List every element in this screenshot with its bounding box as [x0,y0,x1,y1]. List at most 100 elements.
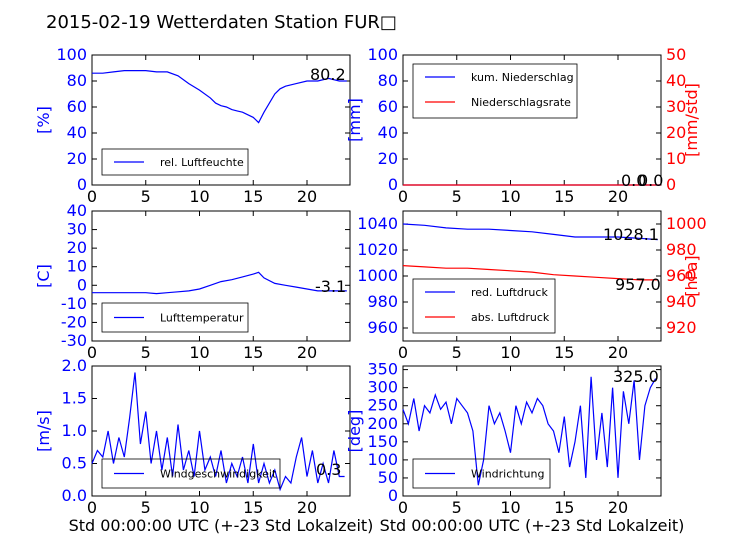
y2-tick-label: 1000 [666,214,707,233]
legend-entry: kum. Niederschlag [471,71,574,84]
x-tick-label: 0 [398,187,408,206]
y-axis-label: [m/s] [34,410,53,452]
y-tick-label: 0.5 [62,454,87,473]
y-axis-label: [deg] [345,410,364,453]
legend-box [412,278,556,334]
y-axis-label: [C] [34,264,53,288]
y-tick-label: 300 [367,378,398,397]
x-tick-label: 15 [243,498,263,517]
y-tick-label: 0 [388,175,398,194]
current-value-label: 1028.1 [603,225,659,244]
x-tick-label: 5 [141,343,151,362]
x-tick-label: 0 [398,343,408,362]
y-tick-label: 60 [67,97,87,116]
y-tick-label: 10 [67,257,87,276]
y-tick-label: 40 [378,123,398,142]
y2-tick-label: 30 [666,97,686,116]
plot-frame [91,54,351,186]
y-tick-label: 60 [378,97,398,116]
x-tick-label: 0 [87,343,97,362]
y-tick-label: 980 [367,292,398,311]
y2-axis-label: [mm/std] [682,83,701,157]
x-tick-label: 0 [87,498,97,517]
legend-entry: rel. Luftfeuchte [160,156,244,169]
y-tick-label: 150 [367,432,398,451]
y-tick-label: 40 [67,201,87,220]
y2-tick-label: 40 [666,71,686,90]
x-tick-label: 10 [500,343,520,362]
series-line-1 [402,223,658,241]
legend-entry: red. Luftdruck [471,286,548,299]
legend-box [101,148,249,176]
y-tick-label: 100 [56,45,87,64]
legend-box [101,302,249,333]
current-value-label: 0.0 [621,171,646,190]
y-tick-label: 0.0 [62,486,87,505]
x-tick-label: 5 [452,187,462,206]
x-tick-label: 20 [297,187,317,206]
y-tick-label: 0 [77,275,87,294]
x-tick-label: 5 [452,498,462,517]
x-tick-label: 5 [452,343,462,362]
y-tick-label: -10 [61,294,87,313]
legend-entry: Lufttemperatur [160,312,244,325]
current-value-label: 0.3 [316,460,341,479]
y-tick-label: 2.0 [62,356,87,375]
legend-entry: Windgeschwindigkeit [160,468,277,481]
y-tick-label: 1.0 [62,421,87,440]
x-tick-label: 10 [189,498,209,517]
chart-temperature: 0 5 10 15 20-30-20-10010203040[C]Lufttempera… [34,201,351,362]
y-tick-label: 1.5 [62,389,87,408]
y-axis-label: [%] [34,106,53,134]
y-axis-label: [mm] [345,98,364,142]
x-tick-label: 15 [554,343,574,362]
y-tick-label: 960 [367,318,398,337]
x-tick-label: 20 [297,343,317,362]
y-tick-label: 200 [367,414,398,433]
y-tick-label: 0 [77,175,87,194]
y-tick-label: -20 [61,312,87,331]
y-tick-label: 250 [367,396,398,415]
y-tick-label: 1020 [357,240,398,259]
x-tick-label: 15 [554,498,574,517]
legend-entry: Windrichtung [471,468,544,481]
y-tick-label: 0 [388,486,398,505]
plot-frame [402,210,662,342]
x-tick-label: 20 [608,343,628,362]
y-tick-label: 100 [367,45,398,64]
y2-axis-label: [hPa] [682,255,701,296]
y-tick-label: 20 [378,149,398,168]
y2-tick-label: 960 [666,266,697,285]
current-value-label: -3.1 [315,277,346,296]
series-line-1 [91,372,345,492]
x-tick-label: 15 [243,187,263,206]
plot-frame [91,210,351,342]
y2-tick-label: 50 [666,45,686,64]
y2-tick-label: 940 [666,292,697,311]
x-tick-label: 0 [398,498,408,517]
x-tick-label: 20 [608,498,628,517]
y-tick-label: 80 [67,71,87,90]
legend-box [412,458,551,489]
current-value-label-2: 957.0 [615,275,661,294]
legend-entry: abs. Luftdruck [471,311,550,324]
current-value-label: 80.2 [310,65,346,84]
x-tick-label: 0 [87,187,97,206]
legend-box [412,63,578,119]
y-tick-label: -30 [61,331,87,350]
y-tick-label: 40 [67,123,87,142]
x-tick-label: 5 [141,498,151,517]
y-tick-label: 20 [67,149,87,168]
series-line-1 [402,376,657,486]
series-line-2 [402,265,658,281]
y-tick-label: 100 [367,450,398,469]
x-tick-label: 20 [608,187,628,206]
x-tick-label: 10 [189,343,209,362]
x-tick-label: 20 [297,498,317,517]
figure-title: 2015-02-19 Wetterdaten Station FUR□ [46,12,397,33]
y-tick-label: 20 [67,238,87,257]
x-tick-label: 10 [500,498,520,517]
